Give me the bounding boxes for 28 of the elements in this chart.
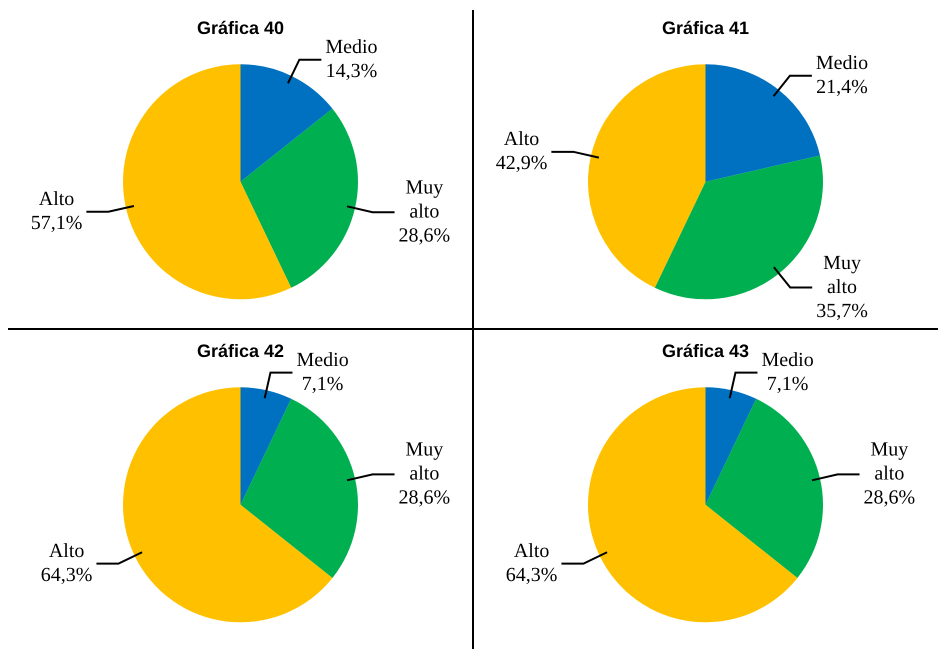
- chart-title: Gráfica 41: [662, 18, 750, 38]
- data-label: 64,3%: [506, 564, 558, 586]
- chart-title: Gráfica 43: [662, 340, 750, 361]
- slice-label: Alto: [38, 188, 74, 210]
- slice-label: Muy alto: [405, 438, 444, 485]
- slice-label: Muy alto: [405, 176, 444, 222]
- slice-label: Medio: [296, 348, 349, 371]
- data-label: 28,6%: [864, 486, 916, 509]
- slice-label: Alto: [48, 540, 84, 562]
- data-label: 21,4%: [816, 76, 868, 98]
- data-label: 7,1%: [302, 372, 344, 395]
- data-label: 42,9%: [496, 152, 548, 174]
- data-label: 28,6%: [398, 486, 450, 509]
- slice-label: Medio: [816, 52, 868, 74]
- slice-label: Alto: [514, 540, 550, 562]
- slice-label: Alto: [504, 128, 540, 150]
- slice-label: Medio: [325, 36, 378, 58]
- data-label: 35,7%: [816, 300, 868, 322]
- slice-label: Medio: [761, 348, 814, 371]
- data-label: 64,3%: [40, 564, 92, 586]
- chart-title: Gráfica 40: [196, 18, 284, 38]
- slice-label: Muy alto: [870, 438, 908, 485]
- slice-label: Muy alto: [823, 252, 861, 298]
- chart-title: Gráfica 42: [196, 340, 284, 361]
- data-label: 7,1%: [766, 372, 808, 395]
- data-label: 28,6%: [398, 224, 450, 246]
- data-label: 57,1%: [30, 212, 82, 234]
- data-label: 14,3%: [326, 60, 378, 82]
